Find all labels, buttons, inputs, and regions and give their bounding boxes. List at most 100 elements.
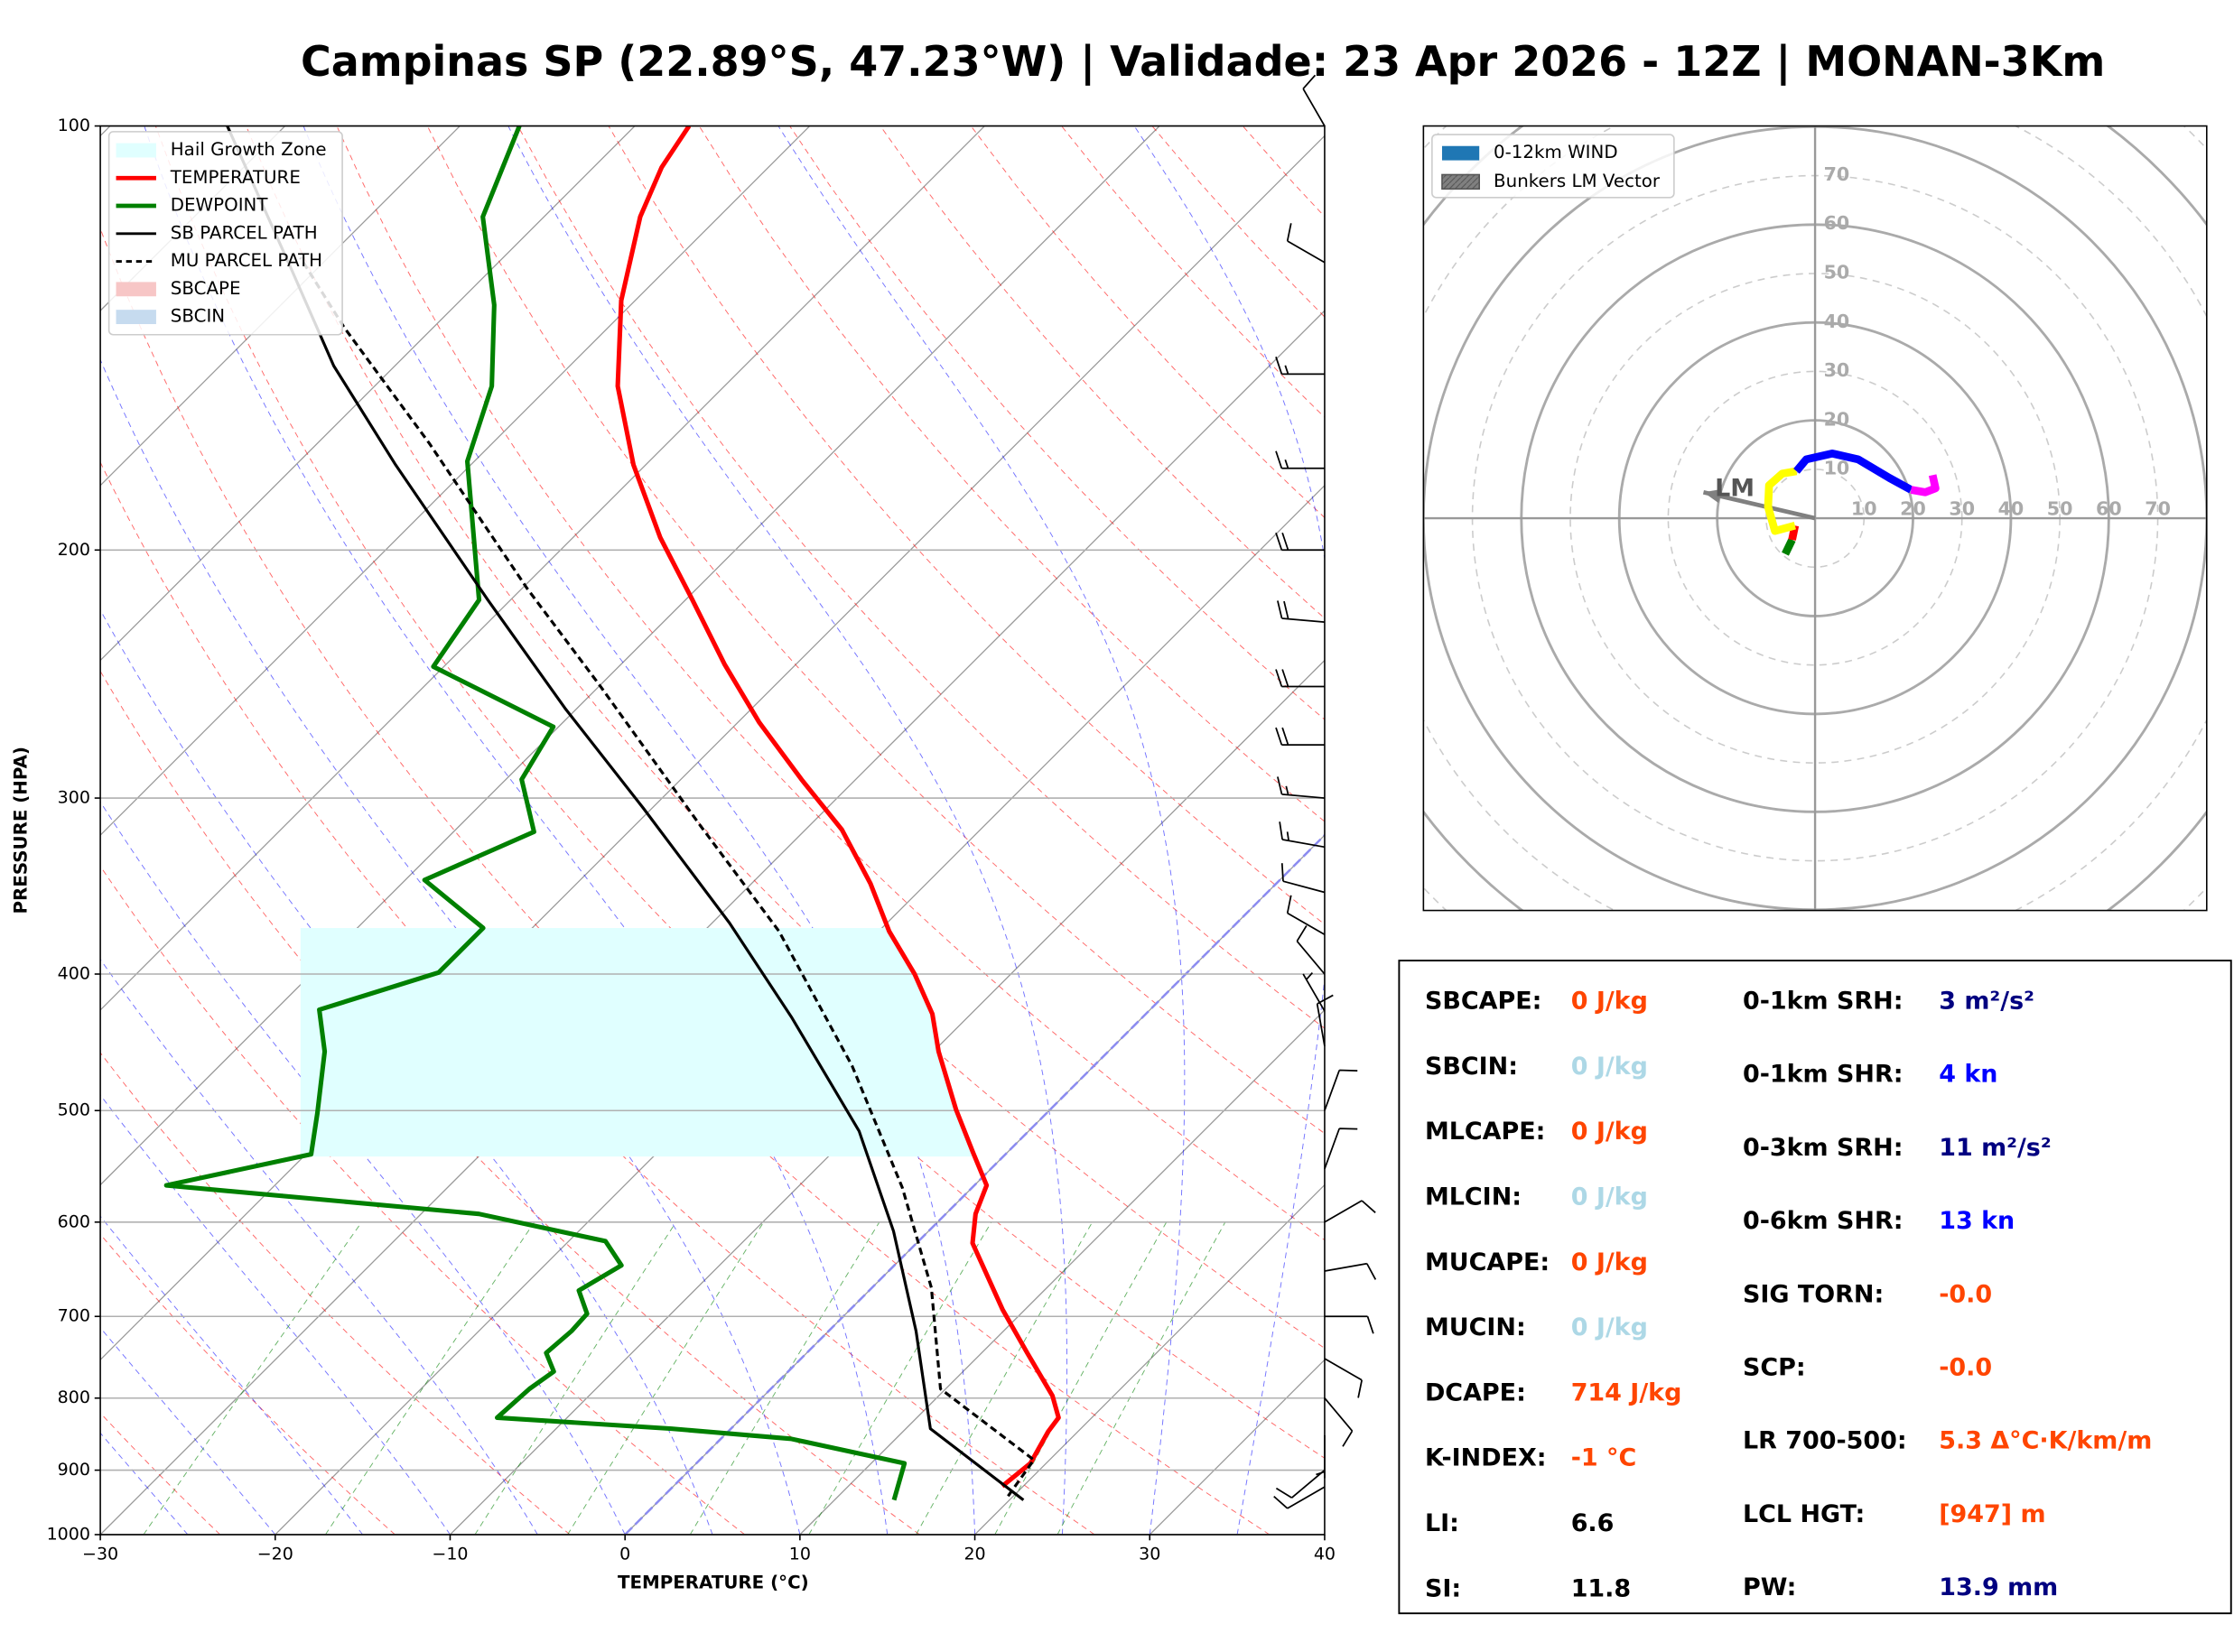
stat-value: 0 J/kg xyxy=(1571,1053,1648,1081)
stat-label: SBCAPE: xyxy=(1425,988,1541,1016)
wind-barb xyxy=(1277,776,1326,799)
mixing-ratio-line xyxy=(916,1221,1094,1535)
isotherm xyxy=(100,125,636,662)
stat-label: 0-1km SHR: xyxy=(1743,1061,1903,1089)
moist-adiabat xyxy=(100,1094,451,1535)
stat-value: 13.9 mm xyxy=(1939,1573,2058,1601)
legend-swatch xyxy=(116,310,156,325)
stat-value: 11.8 xyxy=(1571,1574,1631,1602)
isotherm xyxy=(275,484,1325,1535)
y-tick-label: 200 xyxy=(58,540,90,560)
hodograph-trace xyxy=(1764,467,1798,535)
y-axis-label: PRESSURE (HPA) xyxy=(10,747,31,914)
stat-label: SIG TORN: xyxy=(1743,1280,1884,1308)
stat-value: -0.0 xyxy=(1939,1354,1992,1382)
y-tick-label: 800 xyxy=(58,1387,90,1407)
ring-label: 40 xyxy=(1998,498,2025,520)
stat-label: MLCIN: xyxy=(1425,1183,1522,1211)
legend-label: TEMPERATURE xyxy=(170,167,301,188)
ring-label: 20 xyxy=(1824,408,1850,430)
wind-barb xyxy=(1324,1358,1363,1398)
x-tick-label: −20 xyxy=(257,1545,293,1564)
legend-swatch xyxy=(1441,145,1480,161)
wind-barb xyxy=(1302,74,1326,126)
dry-adiabat xyxy=(100,461,1095,1535)
wind-barb xyxy=(1286,895,1326,936)
isotherm xyxy=(100,125,1160,1186)
wind-barb xyxy=(1275,669,1325,688)
wind-barb xyxy=(1280,863,1326,894)
dry-adiabat xyxy=(336,125,1325,1241)
wind-barb xyxy=(1324,1069,1358,1111)
x-tick-label: 40 xyxy=(1314,1545,1336,1564)
stat-value: 0 J/kg xyxy=(1571,988,1648,1016)
dry-adiabat xyxy=(426,125,1325,1135)
x-tick-label: 10 xyxy=(789,1545,811,1564)
moist-adiabat xyxy=(100,1432,189,1535)
moist-adiabat xyxy=(100,608,713,1535)
moist-adiabat xyxy=(100,801,626,1535)
wind-barb xyxy=(1275,450,1325,469)
figure-title: Campinas SP (22.89°S, 47.23°W) | Validad… xyxy=(301,37,2105,87)
y-tick-label: 300 xyxy=(58,788,90,808)
y-tick-label: 400 xyxy=(58,964,90,984)
ring-label: 10 xyxy=(1851,498,1877,520)
stat-label: K-INDEX: xyxy=(1425,1444,1547,1472)
stats-box xyxy=(1398,960,2232,1615)
storm-motion-label: LM xyxy=(1715,475,1755,503)
x-tick-label: 30 xyxy=(1139,1545,1160,1564)
ring-label: 70 xyxy=(1824,163,1850,185)
wind-barb xyxy=(1275,1469,1326,1499)
stat-value: -0.0 xyxy=(1939,1280,1992,1308)
moist-adiabat xyxy=(507,125,1068,1535)
storm-motion-vector xyxy=(1702,489,1816,521)
stat-value: 6.6 xyxy=(1571,1509,1615,1537)
x-tick-label: −10 xyxy=(432,1545,468,1564)
stat-label: LR 700-500: xyxy=(1743,1427,1907,1455)
stat-label: SI: xyxy=(1425,1574,1461,1602)
stat-value: 0 J/kg xyxy=(1571,1313,1648,1341)
stat-label: 0-3km SRH: xyxy=(1743,1134,1903,1162)
stat-label: MUCIN: xyxy=(1425,1313,1526,1341)
stat-value: 714 J/kg xyxy=(1571,1378,1682,1406)
x-tick-label: 20 xyxy=(963,1545,985,1564)
hodograph-frame xyxy=(1422,125,2208,912)
wind-barb xyxy=(1324,1315,1374,1334)
stat-value: 3 m²/s² xyxy=(1939,988,2034,1016)
isotherm xyxy=(100,125,461,487)
moist-adiabat xyxy=(777,125,1186,1535)
stat-value: 0 J/kg xyxy=(1571,1248,1648,1276)
wind-barb xyxy=(1275,532,1325,552)
wind-barb xyxy=(1324,1200,1376,1223)
dry-adiabat xyxy=(246,125,1325,1350)
mixing-ratio-line xyxy=(143,1221,362,1535)
wind-barb xyxy=(1324,1262,1377,1280)
wind-barb xyxy=(1324,1397,1354,1447)
legend-swatch-hatch xyxy=(1441,174,1480,190)
moist-adiabat xyxy=(1133,125,1325,1535)
wind-barb xyxy=(1277,600,1326,623)
dry-adiabat xyxy=(154,125,1325,1459)
dry-adiabat xyxy=(698,125,1325,822)
stat-value: 11 m²/s² xyxy=(1939,1134,2051,1162)
stat-label: DCAPE: xyxy=(1425,1378,1526,1406)
ring-label: 50 xyxy=(2047,498,2073,520)
y-tick-label: 900 xyxy=(58,1460,90,1480)
moist-adiabat xyxy=(144,125,889,1535)
legend-swatch xyxy=(116,143,156,158)
ring-label: 30 xyxy=(1824,359,1850,381)
dry-adiabat xyxy=(100,865,746,1535)
wind-barb xyxy=(1275,357,1325,376)
dry-adiabat xyxy=(100,1233,396,1535)
profile-line xyxy=(299,256,1036,1498)
stat-label: LCL HGT: xyxy=(1743,1500,1865,1528)
stat-value: 0 J/kg xyxy=(1571,1183,1648,1211)
isotherm xyxy=(100,125,985,1011)
stat-label: PW: xyxy=(1743,1573,1796,1601)
wind-barb xyxy=(1273,1486,1326,1509)
freezing-isotherm xyxy=(624,833,1325,1535)
wind-barb xyxy=(1302,971,1326,1012)
ring-label: 30 xyxy=(1949,498,1975,520)
hodograph-legend-box xyxy=(1431,134,1675,199)
